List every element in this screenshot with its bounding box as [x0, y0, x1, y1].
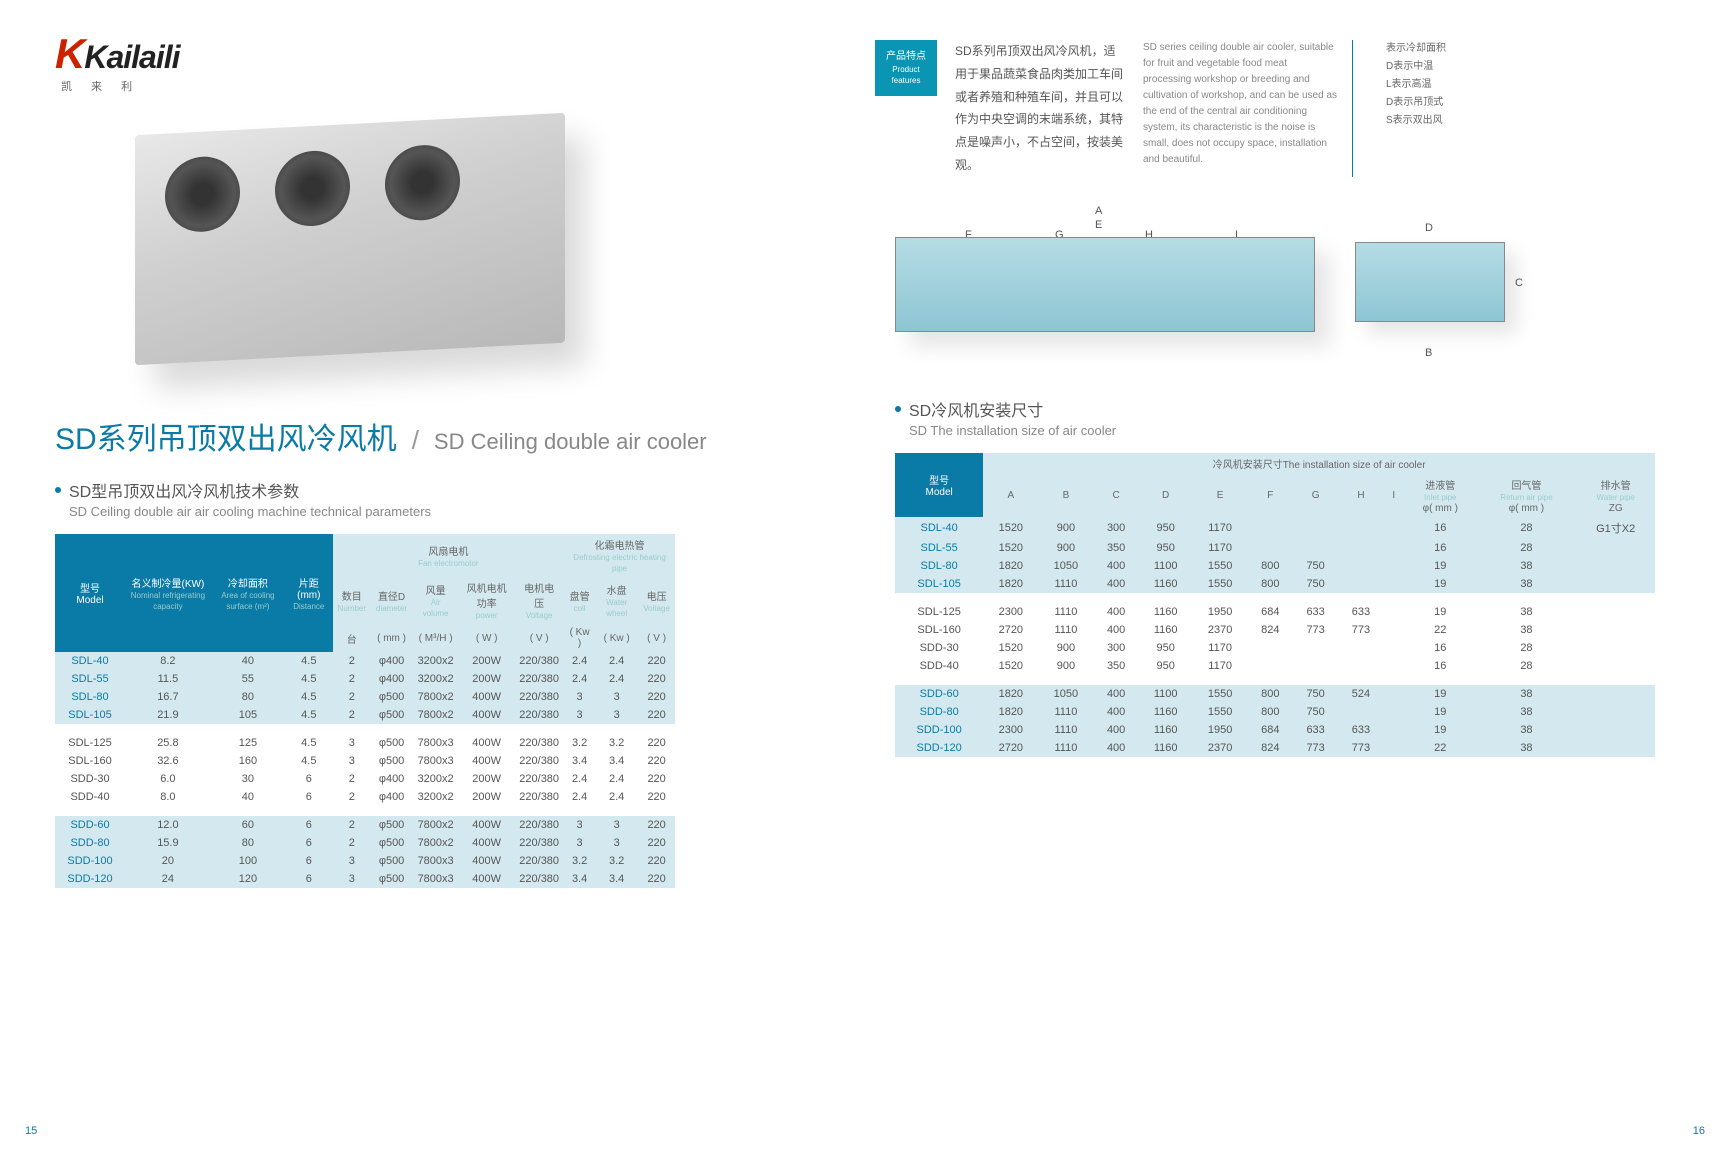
feature-section: 产品特点 Product features SD系列吊顶双出风冷风机，适用于果品…	[875, 40, 1675, 177]
table-row: SDL-12525.81254.53φ5007800x3400W220/3803…	[55, 734, 675, 752]
table-row: SDL-8016.7804.52φ5007800x2400W220/380332…	[55, 688, 675, 706]
logo-text: Kailaili	[84, 39, 179, 75]
feature-legend: 表示冷却面积D表示中温L表示高温D表示吊顶式S表示双出风	[1371, 40, 1446, 177]
table-row: SDD-8015.98062φ5007800x2400W220/38033220	[55, 834, 675, 852]
page-title: SD系列吊顶双出风冷风机 / SD Ceiling double air coo…	[55, 414, 835, 458]
table-row: SDD-30152090030095011701628	[895, 639, 1655, 657]
table-row: SDD-6012.06062φ5007800x2400W220/38033220	[55, 816, 675, 834]
feature-text-cn: SD系列吊顶双出风冷风机，适用于果品蔬菜食品肉类加工车间或者养殖和种殖车间，并且…	[955, 40, 1125, 177]
table-row: SDD-306.03062φ4003200x2200W220/3802.42.4…	[55, 770, 675, 788]
table-row: SDL-55152090035095011701628	[895, 539, 1655, 557]
page-number-left: 15	[25, 1125, 37, 1137]
table-row: SDL-8018201050400110015508007501938	[895, 557, 1655, 575]
subtitle-dimensions: SD冷风机安装尺寸	[895, 397, 1675, 421]
dimension-diagram: A E F G H I D C B	[895, 207, 1675, 377]
table-row: SDD-8018201110400116015508007501938	[895, 703, 1655, 721]
product-photo	[135, 113, 565, 366]
table-row: SDL-5511.5554.52φ4003200x2200W220/3802.4…	[55, 670, 675, 688]
table-row: SDL-10521.91054.52φ5007800x2400W220/3803…	[55, 706, 675, 724]
table-row: SDD-1002010063φ5007800x3400W220/3803.23.…	[55, 852, 675, 870]
table-row: SDD-10023001110400116019506846336331938	[895, 721, 1655, 739]
table-row: SDL-16032.61604.53φ5007800x3400W220/3803…	[55, 752, 675, 770]
table-row: SDL-16027201110400116023708247737732238	[895, 621, 1655, 639]
feature-tag: 产品特点 Product features	[875, 40, 937, 96]
table-row: SDL-40152090030095011701628G1寸X2	[895, 517, 1655, 539]
title-cn: SD系列吊顶双出风冷风机	[55, 414, 397, 458]
params-table: 型号Model 名义制冷量(KW)Nominal refrigerating c…	[55, 534, 675, 888]
table-row: SDL-10518201110400116015508007501938	[895, 575, 1655, 593]
subtitle-params: SD型吊顶双出风冷风机技术参数	[55, 478, 835, 502]
feature-text-en: SD series ceiling double air cooler, sui…	[1143, 40, 1353, 177]
logo: KKailaili 凯 来 利	[55, 30, 835, 94]
table-row: SDD-40152090035095011701628	[895, 657, 1655, 675]
page-number-right: 16	[1693, 1125, 1705, 1137]
dimensions-table: 型号Model 冷风机安装尺寸The installation size of …	[895, 453, 1655, 757]
logo-subtitle: 凯 来 利	[61, 78, 835, 94]
table-row: SDD-408.04062φ4003200x2200W220/3802.42.4…	[55, 788, 675, 806]
table-row: SDL-12523001110400116019506846336331938	[895, 603, 1655, 621]
table-row: SDD-1202412063φ5007800x3400W220/3803.43.…	[55, 870, 675, 888]
title-separator: /	[412, 425, 419, 456]
title-en: SD Ceiling double air cooler	[434, 429, 707, 455]
table-row: SDD-6018201050400110015508007505241938	[895, 685, 1655, 703]
table-row: SDD-12027201110400116023708247737732238	[895, 739, 1655, 757]
table-row: SDL-408.2404.52φ4003200x2200W220/3802.42…	[55, 652, 675, 670]
